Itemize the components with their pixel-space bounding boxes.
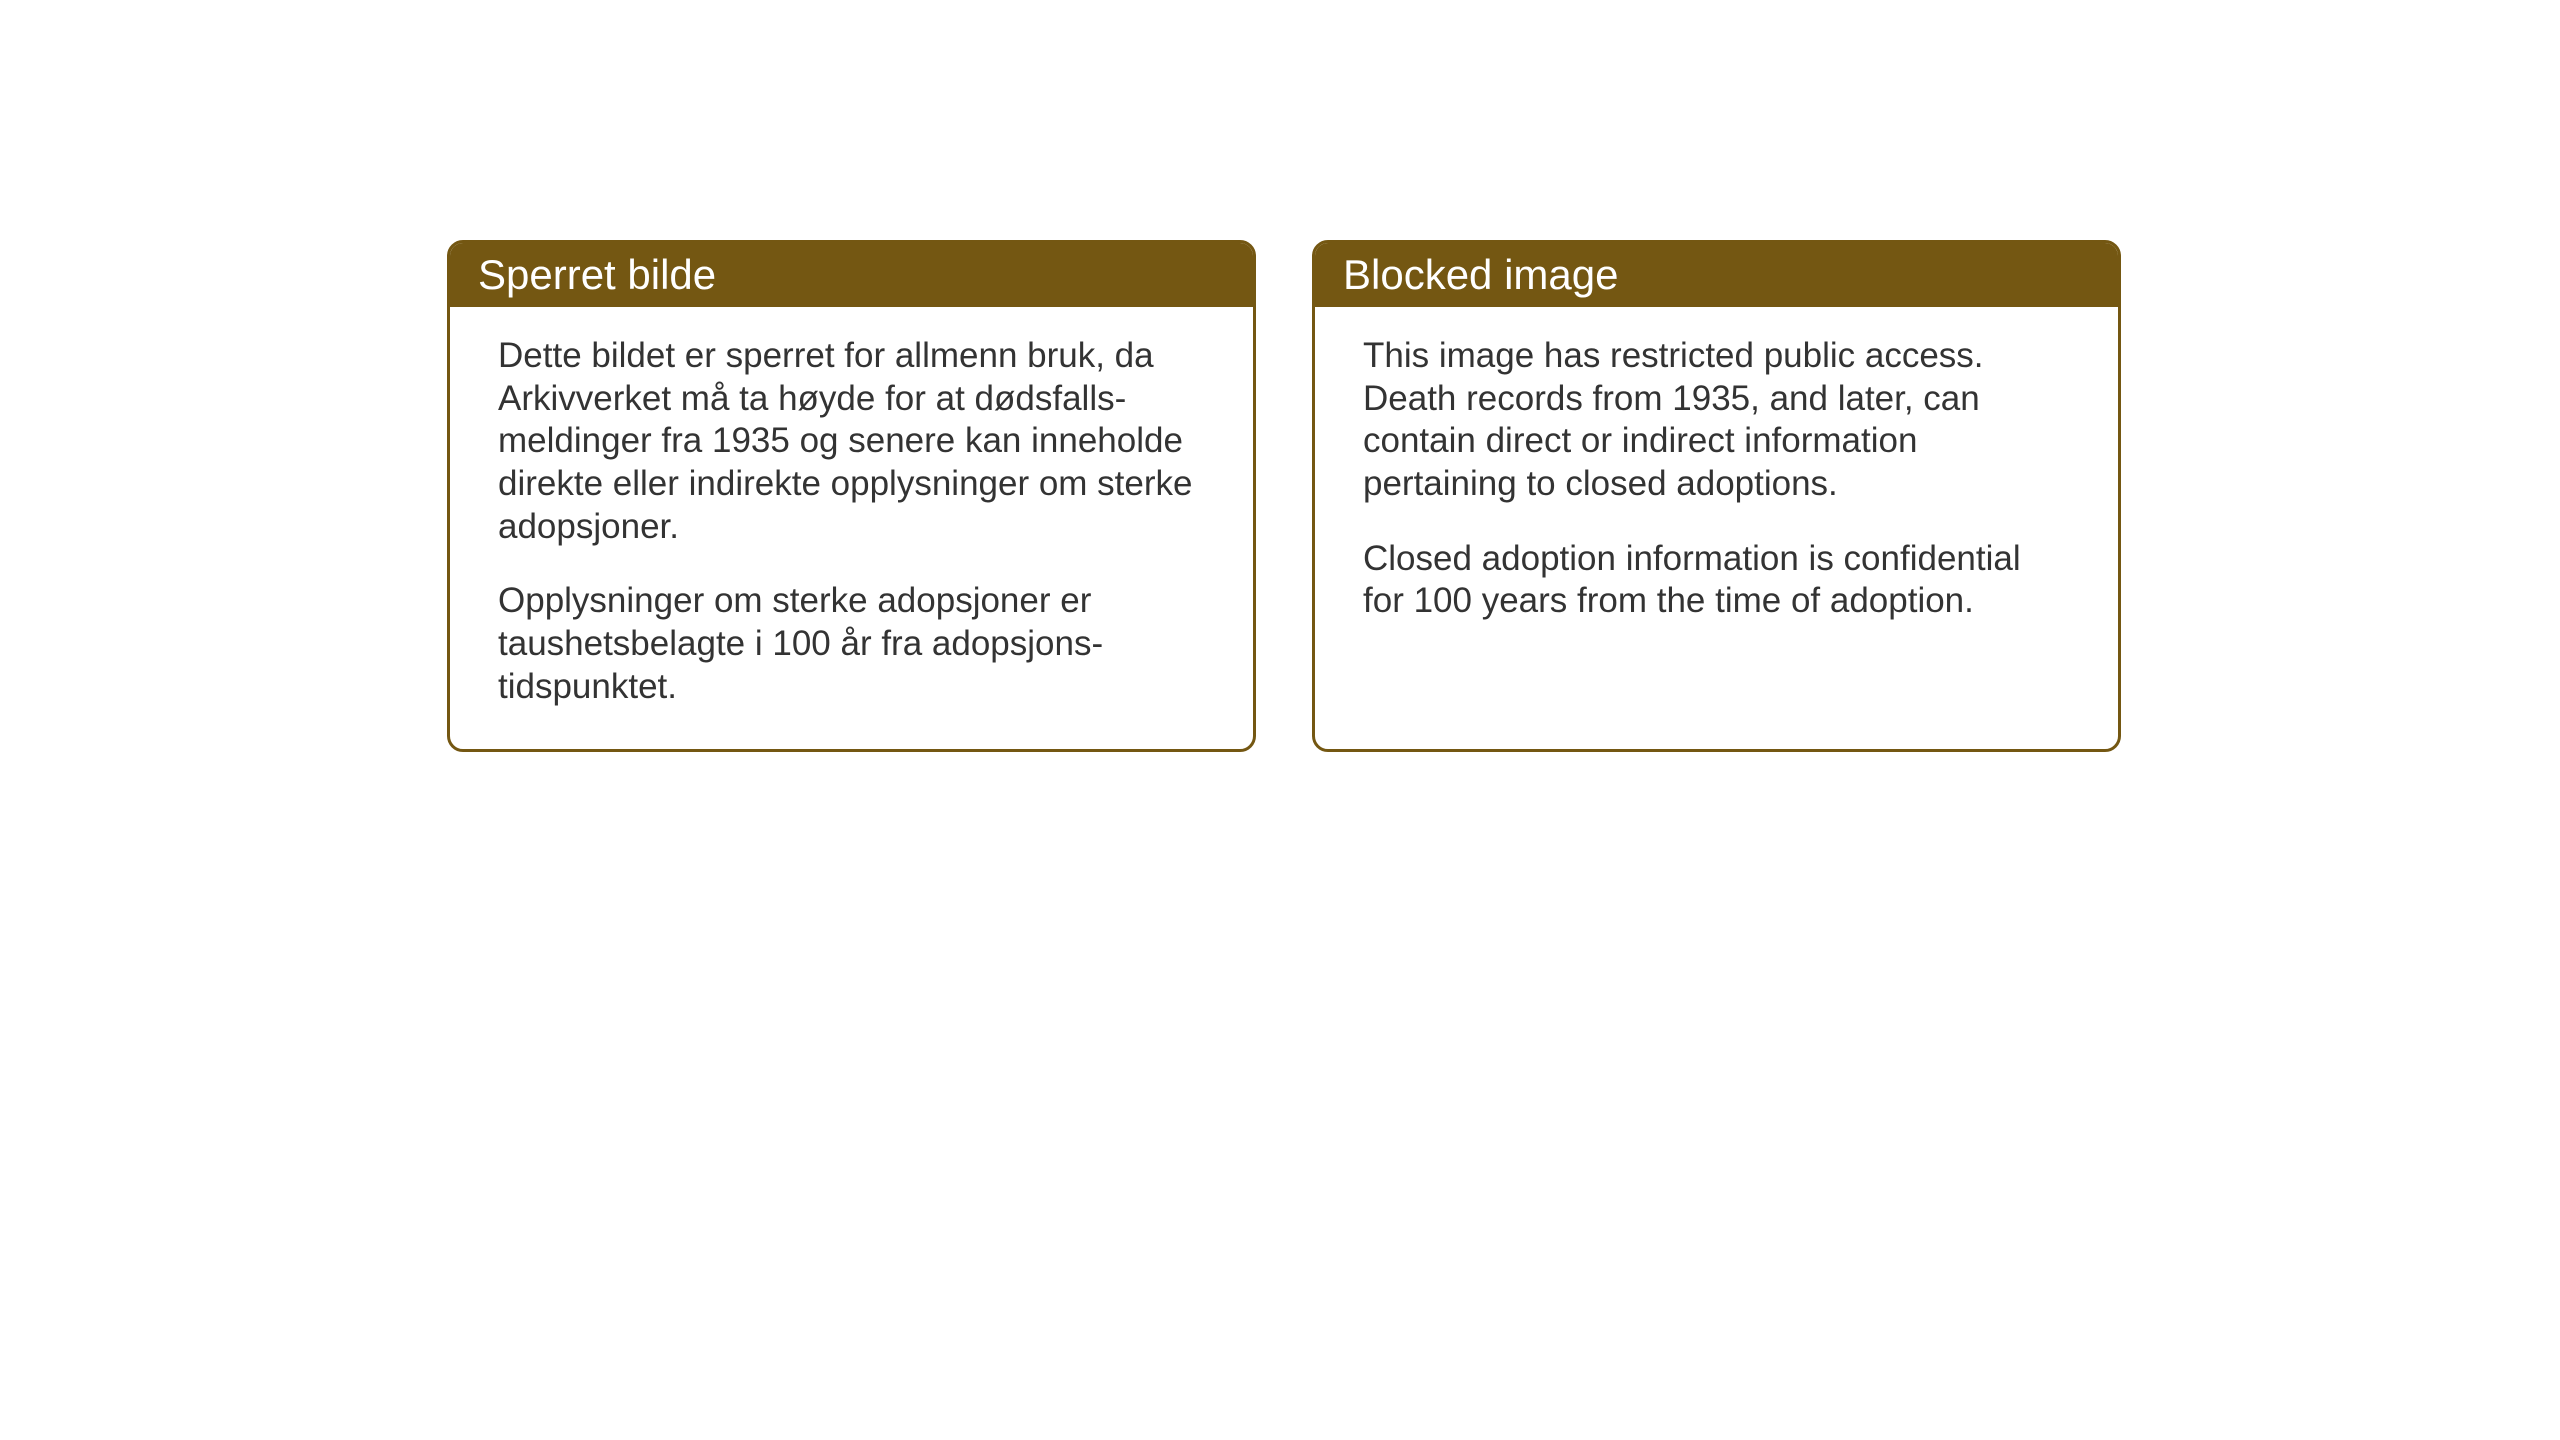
card-english-paragraph-1: This image has restricted public access.…: [1363, 335, 2070, 506]
card-norwegian-header: Sperret bilde: [450, 243, 1253, 307]
card-norwegian-paragraph-1: Dette bildet er sperret for allmenn bruk…: [498, 335, 1205, 548]
cards-container: Sperret bilde Dette bildet er sperret fo…: [447, 240, 2121, 752]
card-english: Blocked image This image has restricted …: [1312, 240, 2121, 752]
card-norwegian-body: Dette bildet er sperret for allmenn bruk…: [450, 307, 1253, 749]
card-norwegian-paragraph-2: Opplysninger om sterke adopsjoner er tau…: [498, 580, 1205, 708]
card-english-header: Blocked image: [1315, 243, 2118, 307]
card-english-title: Blocked image: [1343, 251, 1618, 298]
card-english-paragraph-2: Closed adoption information is confident…: [1363, 538, 2070, 623]
card-norwegian-title: Sperret bilde: [478, 251, 716, 298]
card-norwegian: Sperret bilde Dette bildet er sperret fo…: [447, 240, 1256, 752]
card-english-body: This image has restricted public access.…: [1315, 307, 2118, 749]
